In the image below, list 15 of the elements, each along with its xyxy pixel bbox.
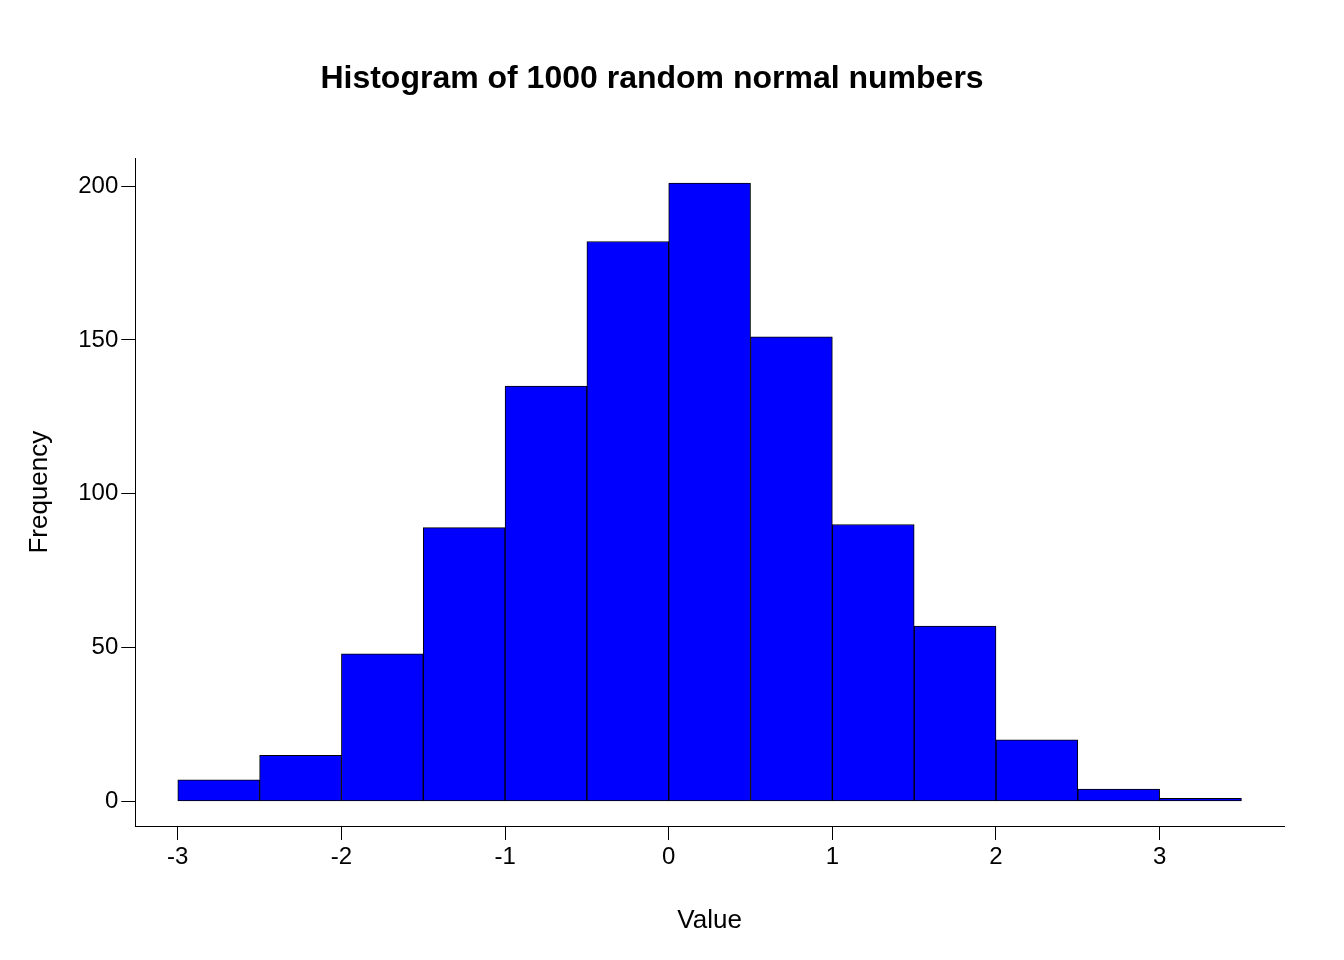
x-tick-label: -1 <box>494 842 516 870</box>
x-tick-label: -2 <box>330 842 353 870</box>
x-tick-label: 2 <box>989 842 1003 870</box>
x-axis-title: Value <box>677 903 742 934</box>
x-tick-label: 0 <box>662 842 676 870</box>
y-tick-label: 100 <box>78 478 119 506</box>
chart-title: Histogram of 1000 random normal numbers <box>320 59 984 96</box>
y-tick-label: 150 <box>78 324 119 352</box>
y-tick-label: 0 <box>104 786 119 814</box>
x-tick-label: -3 <box>167 842 189 870</box>
y-axis-title: Frequency <box>22 430 53 554</box>
y-tick-label: 200 <box>78 170 119 198</box>
x-tick-label: 3 <box>1152 842 1167 870</box>
y-tick-label: 50 <box>91 632 119 660</box>
x-tick-label: 1 <box>825 842 840 870</box>
